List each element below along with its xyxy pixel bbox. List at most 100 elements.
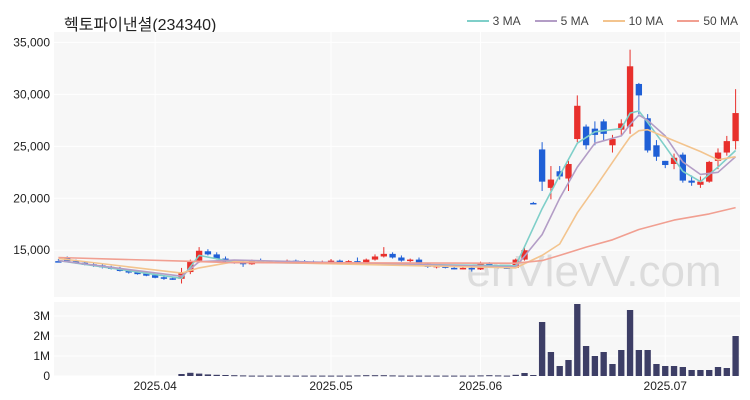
- volume-bar: [266, 375, 273, 377]
- candle-body: [55, 261, 62, 263]
- volume-bar: [336, 375, 343, 377]
- volume-bar: [662, 366, 669, 376]
- candle-body: [415, 259, 423, 264]
- legend-swatch-50ma: [677, 20, 700, 22]
- volume-bar: [407, 375, 414, 377]
- candle-body: [714, 152, 722, 161]
- candle-body: [626, 66, 634, 127]
- candle-body: [327, 260, 335, 263]
- candle-body: [134, 272, 141, 275]
- volume-tick-label: 1M: [33, 349, 50, 363]
- legend-label-5ma: 5 MA: [560, 14, 589, 28]
- volume-bar: [644, 350, 651, 376]
- volume-bar: [653, 364, 660, 376]
- candle-body: [336, 260, 343, 263]
- x-tick-label: 2025.07: [644, 379, 688, 393]
- candle-body: [371, 256, 379, 260]
- volume-bar: [521, 373, 528, 376]
- watermark: enVlevV.com: [466, 247, 721, 296]
- volume-bar: [600, 352, 607, 376]
- volume-bar: [310, 375, 317, 377]
- candle-body: [451, 267, 458, 270]
- candle-body: [213, 254, 220, 259]
- volume-bar: [231, 375, 238, 377]
- volume-tick-label: 0: [43, 369, 50, 383]
- chart-legend: 3 MA 5 MA 10 MA 50 MA: [466, 14, 738, 28]
- volume-bar: [706, 370, 713, 376]
- volume-bar: [424, 375, 431, 377]
- candle-body: [530, 202, 537, 205]
- volume-bar: [618, 350, 625, 376]
- candle-body: [582, 126, 590, 146]
- volume-bar: [398, 375, 405, 377]
- volume-bar: [626, 310, 634, 376]
- legend-label-10ma: 10 MA: [628, 14, 664, 28]
- volume-bar: [204, 374, 212, 376]
- volume-bar: [503, 375, 511, 377]
- price-tick-label: 35,000: [13, 35, 50, 49]
- legend-label-3ma: 3 MA: [492, 14, 521, 28]
- volume-bar: [714, 367, 722, 376]
- volume-bar: [697, 370, 704, 376]
- candle-body: [204, 251, 212, 255]
- legend-label-50ma: 50 MA: [703, 14, 738, 28]
- volume-bar: [292, 375, 300, 377]
- legend-swatch-10ma: [602, 20, 625, 22]
- volume-bar: [195, 373, 203, 376]
- candle-body: [380, 253, 387, 257]
- legend-item-10ma: 10 MA: [602, 14, 664, 28]
- volume-bar: [530, 375, 537, 376]
- x-tick-label: 2025.06: [459, 379, 503, 393]
- legend-item-50ma: 50 MA: [677, 14, 738, 28]
- volume-bar: [433, 375, 440, 377]
- volume-bar: [248, 375, 256, 377]
- price-tick-label: 30,000: [13, 87, 50, 101]
- legend-item-5ma: 5 MA: [534, 14, 589, 28]
- volume-bar: [301, 375, 308, 377]
- price-tick-label: 25,000: [13, 139, 50, 153]
- legend-item-3ma: 3 MA: [466, 14, 521, 28]
- volume-bar: [679, 367, 686, 376]
- ma-line-5ma: [58, 114, 737, 277]
- volume-bar: [459, 375, 467, 377]
- candle-body: [538, 149, 546, 182]
- volume-bar: [178, 374, 185, 376]
- volume-bar: [688, 370, 695, 376]
- volume-bar: [345, 375, 352, 377]
- volume-bar: [732, 336, 739, 376]
- candle-body: [486, 262, 493, 267]
- ma-line-50ma: [58, 206, 736, 264]
- candle-body: [459, 267, 467, 270]
- volume-bar: [327, 375, 335, 377]
- volume-bar: [380, 375, 387, 377]
- volume-bar: [512, 374, 519, 376]
- volume-bar: [239, 375, 247, 377]
- candle-body: [635, 83, 643, 96]
- volume-bar: [415, 375, 423, 377]
- volume-bar: [222, 375, 229, 376]
- volume-panel: [54, 302, 740, 376]
- price-panel: [54, 32, 740, 297]
- volume-bar: [556, 366, 563, 376]
- candle-body: [363, 259, 370, 264]
- candle-body: [618, 123, 625, 130]
- candle-body: [143, 273, 150, 276]
- volume-bar: [635, 350, 643, 376]
- volume-tick-label: 2M: [33, 329, 50, 343]
- volume-bar: [582, 346, 590, 376]
- candle-body: [345, 261, 352, 263]
- candle-body: [688, 180, 695, 183]
- volume-bar: [547, 352, 555, 376]
- volume-bar: [283, 375, 291, 377]
- volume-bar: [363, 375, 370, 377]
- volume-bar: [442, 375, 449, 377]
- volume-bar: [213, 374, 220, 376]
- candle-body: [723, 141, 730, 153]
- legend-swatch-3ma: [466, 20, 489, 22]
- volume-bar: [187, 372, 194, 376]
- volume-bar: [389, 375, 396, 377]
- volume-bar: [486, 375, 493, 377]
- volume-bar: [565, 360, 572, 376]
- volume-bar: [591, 356, 599, 376]
